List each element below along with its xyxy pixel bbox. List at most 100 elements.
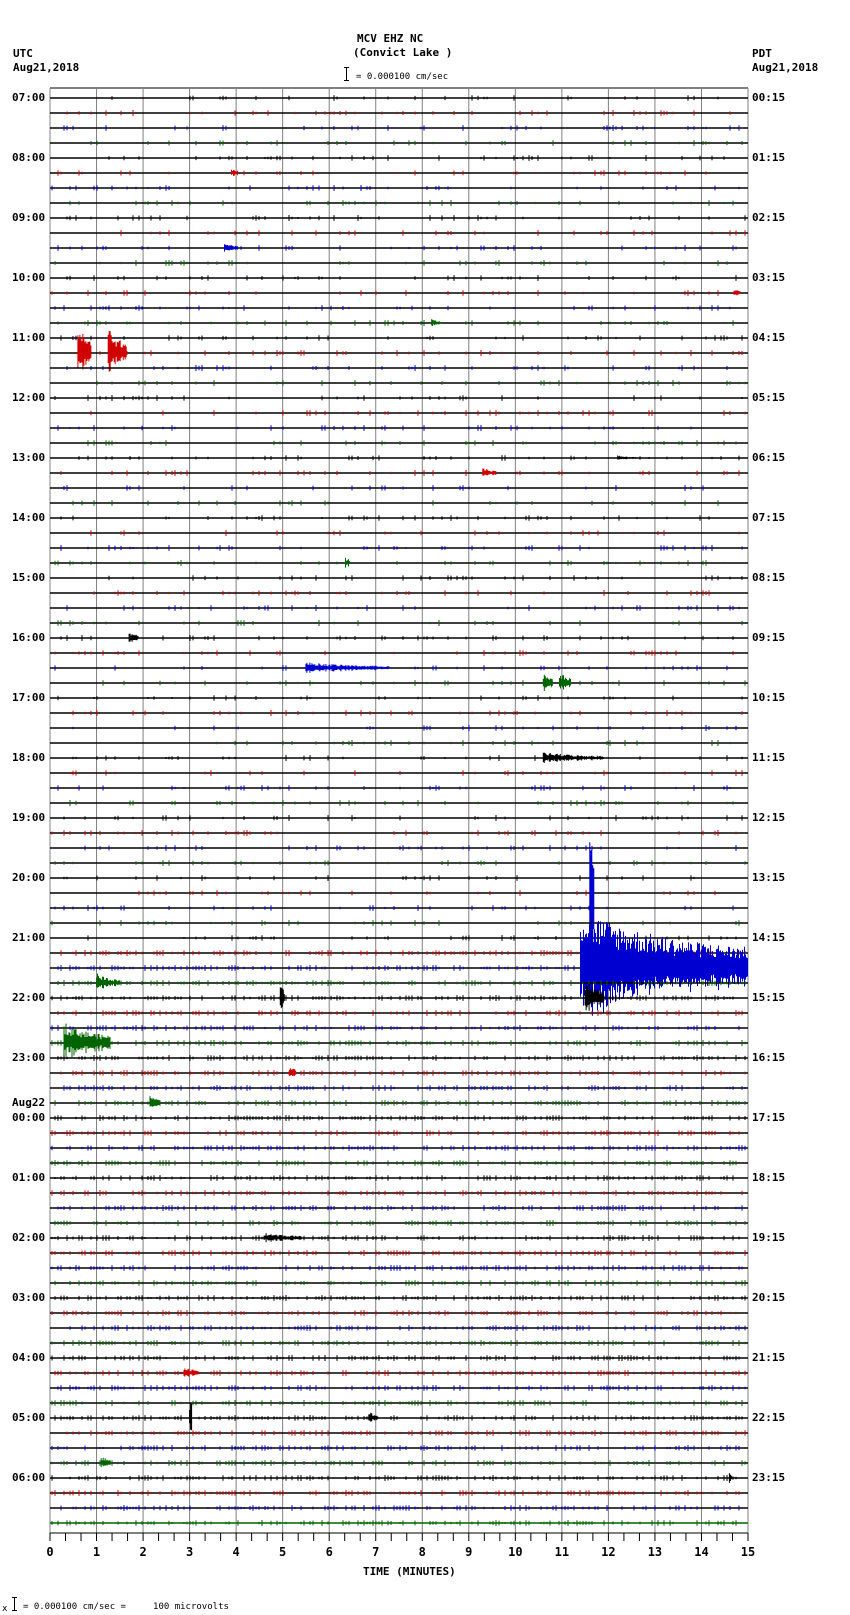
trace-53: [50, 890, 748, 896]
x-tick-label: 14: [694, 1545, 708, 1559]
footer-prefix: x: [2, 1604, 8, 1614]
x-tick-label: 15: [741, 1545, 755, 1559]
utc-time-label: 07:00: [12, 91, 46, 104]
pdt-time-label: 05:15: [752, 391, 786, 404]
station-location: (Convict Lake ): [353, 46, 453, 59]
trace-33: [50, 590, 748, 596]
utc-time-label: 02:00: [12, 1231, 46, 1244]
scale-bar-icon: [344, 67, 349, 81]
x-tick-label: 13: [648, 1545, 662, 1559]
trace-11: [50, 260, 748, 266]
pdt-time-label: 07:15: [752, 511, 786, 524]
footer-scale-bar-icon: [12, 1597, 17, 1611]
x-tick-label: 8: [419, 1545, 426, 1559]
trace-0: [50, 95, 748, 101]
utc-time-label: 15:00: [12, 571, 46, 584]
trace-60: [50, 983, 748, 1011]
trace-38: [50, 662, 748, 673]
utc-time-label: 11:00: [12, 331, 46, 344]
trace-44: [50, 752, 748, 763]
trace-63: [50, 1023, 748, 1058]
trace-5: [50, 169, 748, 176]
utc-time-label: 20:00: [12, 871, 46, 884]
trace-27: [50, 500, 748, 506]
trace-32: [50, 575, 748, 581]
utc-time-label: 00:00: [12, 1111, 46, 1124]
trace-43: [50, 740, 748, 746]
pdt-time-label: 23:15: [752, 1471, 786, 1484]
trace-3: [50, 140, 748, 146]
trace-88: [50, 1403, 748, 1431]
trace-8: [50, 215, 748, 221]
trace-20: [50, 395, 748, 401]
trace-9: [50, 230, 748, 236]
trace-39: [50, 674, 748, 691]
utc-time-label: 16:00: [12, 631, 46, 644]
trace-87: [50, 1400, 748, 1406]
trace-21: [50, 410, 748, 416]
trace-59: [50, 973, 748, 989]
trace-24: [50, 455, 748, 461]
trace-45: [50, 770, 748, 776]
utc-time-label: 21:00: [12, 931, 46, 944]
trace-76: [50, 1233, 748, 1243]
x-tick-label: 2: [139, 1545, 146, 1559]
trace-72: [50, 1175, 748, 1181]
x-tick-label: 1: [93, 1545, 100, 1559]
trace-82: [50, 1325, 748, 1331]
trace-51: [50, 860, 748, 866]
trace-2: [50, 125, 748, 131]
pdt-time-label: 18:15: [752, 1171, 786, 1184]
utc-time-label: 05:00: [12, 1411, 46, 1424]
pdt-time-label: 08:15: [752, 571, 786, 584]
trace-52: [50, 875, 748, 881]
trace-15: [50, 319, 748, 326]
utc-time-label: 22:00: [12, 991, 46, 1004]
trace-56: [50, 935, 748, 941]
utc-time-label: 08:00: [12, 151, 46, 164]
trace-90: [50, 1445, 748, 1451]
trace-94: [50, 1505, 748, 1511]
trace-91: [50, 1457, 748, 1468]
pdt-time-label: 10:15: [752, 691, 786, 704]
x-tick-label: 6: [326, 1545, 333, 1559]
trace-48: [50, 815, 748, 821]
trace-75: [50, 1220, 748, 1226]
trace-29: [50, 530, 748, 536]
pdt-time-label: 04:15: [752, 331, 786, 344]
utc-time-label: 06:00: [12, 1471, 46, 1484]
trace-37: [50, 650, 748, 656]
pdt-time-label: 01:15: [752, 151, 786, 164]
pdt-time-label: 13:15: [752, 871, 786, 884]
trace-64: [50, 1055, 748, 1061]
pdt-time-label: 02:15: [752, 211, 786, 224]
utc-time-label: Aug22: [12, 1096, 46, 1109]
utc-time-label: 04:00: [12, 1351, 46, 1364]
trace-81: [50, 1310, 748, 1316]
utc-time-label: 23:00: [12, 1051, 46, 1064]
trace-77: [50, 1250, 748, 1256]
trace-40: [50, 695, 748, 701]
x-tick-label: 10: [508, 1545, 522, 1559]
pdt-time-label: 09:15: [752, 631, 786, 644]
left-date: Aug21,2018: [13, 61, 80, 74]
trace-46: [50, 785, 748, 791]
trace-89: [50, 1430, 748, 1436]
trace-26: [50, 485, 748, 491]
trace-10: [50, 244, 748, 252]
utc-time-label: 14:00: [12, 511, 46, 524]
trace-14: [50, 305, 748, 311]
pdt-time-label: 15:15: [752, 991, 786, 1004]
pdt-time-label: 22:15: [752, 1411, 786, 1424]
utc-time-label: 12:00: [12, 391, 46, 404]
trace-71: [50, 1160, 748, 1166]
trace-74: [50, 1205, 748, 1211]
x-tick-label: 5: [279, 1545, 286, 1559]
trace-66: [50, 1085, 748, 1091]
trace-7: [50, 200, 748, 206]
pdt-time-label: 17:15: [752, 1111, 786, 1124]
trace-69: [50, 1130, 748, 1136]
trace-17: [50, 331, 748, 372]
utc-time-label: 17:00: [12, 691, 46, 704]
x-tick-label: 7: [372, 1545, 379, 1559]
